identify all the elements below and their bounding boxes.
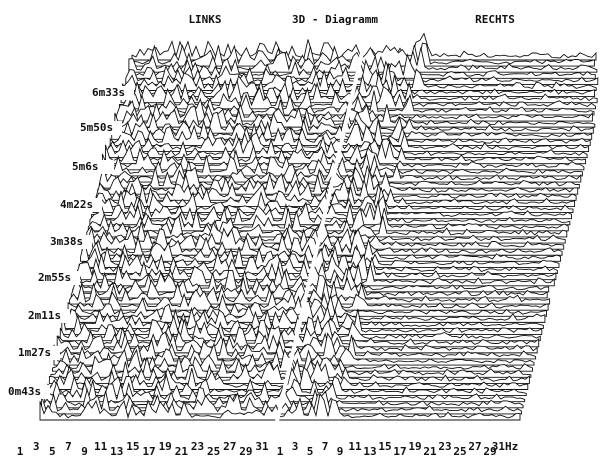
x-label: 3 — [33, 440, 40, 453]
waterfall-trace — [86, 215, 568, 238]
time-label: 6m33s — [92, 86, 125, 99]
time-label-bg — [36, 271, 80, 285]
right-label: RECHTS — [475, 13, 515, 26]
time-label: 4m22s — [60, 198, 93, 211]
x-label: 9 — [81, 445, 88, 458]
x-label: 17 — [393, 445, 406, 458]
time-label-bg — [16, 346, 60, 360]
time-label: 3m38s — [50, 235, 83, 248]
waterfall-trace — [59, 316, 541, 342]
x-label: 19 — [159, 440, 172, 453]
waterfall-trace — [39, 392, 521, 421]
waterfall-trace — [98, 165, 580, 189]
x-label: 5 — [49, 445, 56, 458]
waterfall-trace — [92, 187, 574, 213]
waterfall-trace — [101, 153, 583, 177]
x-label: 3 — [292, 440, 299, 453]
waterfall-trace — [94, 183, 576, 207]
time-label-bg — [26, 309, 70, 323]
waterfall-trace — [73, 261, 555, 287]
waterfall — [39, 32, 599, 421]
time-label-bg — [70, 160, 114, 174]
waterfall-trace — [87, 206, 569, 232]
waterfall-trace — [103, 147, 585, 171]
x-label: 23 — [191, 440, 204, 453]
left-label: LINKS — [188, 13, 221, 26]
x-label: 9 — [337, 445, 344, 458]
waterfall-trace — [44, 380, 526, 403]
x-label: 7 — [322, 440, 329, 453]
x-label: 1 — [277, 445, 284, 458]
x-label: 21 — [423, 445, 437, 458]
x-label: 25 — [453, 445, 466, 458]
time-label-bg — [58, 198, 102, 212]
time-label: 1m27s — [18, 346, 51, 359]
x-label: 15 — [126, 440, 139, 453]
time-label: 2m55s — [38, 271, 71, 284]
waterfall-trace — [58, 325, 540, 348]
waterfall-trace — [84, 219, 566, 244]
x-label: 23 — [438, 440, 451, 453]
time-label: 5m50s — [80, 121, 113, 134]
waterfall-trace — [109, 119, 591, 146]
waterfall-trace — [105, 140, 586, 165]
x-label: 19 — [408, 440, 421, 453]
x-label: 7 — [65, 440, 72, 453]
time-label: 2m11s — [28, 309, 61, 322]
x-label: 13 — [110, 445, 123, 458]
x-label: 15 — [378, 440, 391, 453]
waterfall-trace — [129, 42, 595, 67]
waterfall-trace — [112, 110, 594, 134]
waterfall-trace — [108, 131, 590, 152]
time-label-bg — [90, 86, 134, 100]
x-label: 1 — [17, 445, 24, 458]
x-label: 21 — [175, 445, 189, 458]
x-label: 29 — [239, 445, 252, 458]
x-label: 17 — [142, 445, 155, 458]
panel-divider — [273, 39, 367, 431]
waterfall-trace — [48, 357, 530, 384]
x-label: 11 — [94, 440, 108, 453]
time-label: 5m6s — [72, 160, 99, 173]
waterfall-trace — [76, 247, 558, 275]
title: 3D - Diagramm — [292, 13, 378, 26]
x-label: 11 — [348, 440, 362, 453]
waterfall-trace — [89, 200, 571, 226]
x-label: 13 — [363, 445, 376, 458]
x-label: 29 — [483, 445, 496, 458]
x-label: 31 — [255, 440, 269, 453]
waterfall-trace — [45, 372, 527, 397]
x-label: 25 — [207, 445, 220, 458]
x-label: 31Hz — [492, 440, 519, 453]
time-label-bg — [6, 385, 50, 399]
time-label: 0m43s — [8, 385, 41, 398]
waterfall-trace — [95, 178, 577, 201]
waterfall-trace — [80, 239, 561, 262]
waterfall-trace — [114, 103, 596, 128]
x-label: 5 — [307, 445, 314, 458]
waterfall-trace — [120, 79, 598, 104]
time-label-bg — [78, 121, 122, 135]
x-label: 27 — [468, 440, 481, 453]
time-label-bg — [48, 235, 92, 249]
waterfall-trace — [106, 134, 588, 159]
x-label: 27 — [223, 440, 236, 453]
